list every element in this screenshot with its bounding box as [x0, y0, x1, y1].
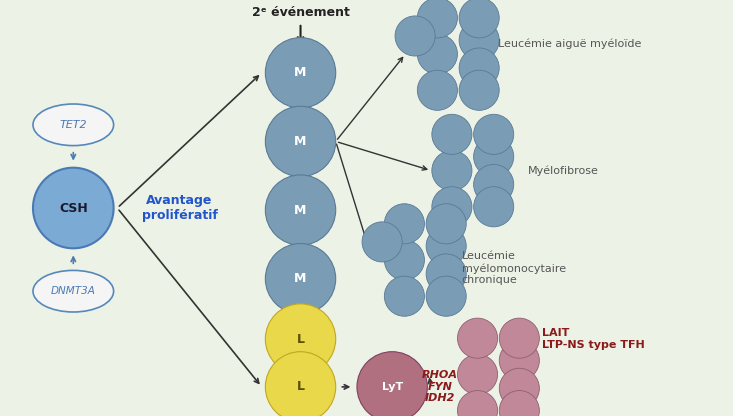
Ellipse shape	[426, 276, 466, 316]
Text: Leucémie
myélomonocytaire
chronique: Leucémie myélomonocytaire chronique	[462, 251, 566, 285]
Text: LyT: LyT	[382, 382, 402, 392]
Text: L: L	[297, 380, 304, 394]
Text: M: M	[295, 66, 306, 79]
Ellipse shape	[474, 114, 514, 154]
Text: Myélofibrose: Myélofibrose	[528, 165, 599, 176]
Ellipse shape	[265, 352, 336, 416]
Text: 2ᵉ événement: 2ᵉ événement	[251, 6, 350, 19]
Ellipse shape	[265, 304, 336, 374]
Text: Leucémie aiguë myéloïde: Leucémie aiguë myéloïde	[498, 38, 642, 49]
Text: M: M	[295, 135, 306, 148]
Ellipse shape	[457, 391, 498, 416]
Text: M: M	[295, 203, 306, 217]
Ellipse shape	[426, 226, 466, 266]
Text: DNMT3A: DNMT3A	[51, 286, 96, 296]
Ellipse shape	[33, 104, 114, 146]
Ellipse shape	[432, 114, 472, 154]
Ellipse shape	[384, 276, 424, 316]
Ellipse shape	[499, 391, 539, 416]
Ellipse shape	[459, 70, 499, 110]
Ellipse shape	[357, 352, 427, 416]
Text: TET2: TET2	[59, 120, 87, 130]
Ellipse shape	[426, 254, 466, 294]
Ellipse shape	[459, 0, 499, 38]
Ellipse shape	[474, 187, 514, 227]
Ellipse shape	[384, 240, 424, 280]
Ellipse shape	[457, 354, 498, 394]
Ellipse shape	[474, 136, 514, 177]
Ellipse shape	[459, 20, 499, 60]
Ellipse shape	[33, 270, 114, 312]
Ellipse shape	[417, 70, 457, 110]
Ellipse shape	[474, 164, 514, 205]
Ellipse shape	[432, 151, 472, 191]
Text: Avantage
prolifératif: Avantage prolifératif	[141, 194, 218, 222]
Ellipse shape	[265, 37, 336, 108]
Ellipse shape	[265, 106, 336, 177]
Ellipse shape	[499, 318, 539, 358]
Ellipse shape	[417, 0, 457, 38]
Text: L: L	[297, 332, 304, 346]
Ellipse shape	[499, 368, 539, 409]
Text: RHOA
FYN
IDH2: RHOA FYN IDH2	[421, 370, 458, 404]
Ellipse shape	[457, 318, 498, 358]
Text: M: M	[295, 272, 306, 285]
Ellipse shape	[426, 204, 466, 244]
Ellipse shape	[395, 16, 435, 56]
Ellipse shape	[33, 168, 114, 248]
Ellipse shape	[362, 222, 402, 262]
Ellipse shape	[499, 340, 539, 381]
Ellipse shape	[432, 187, 472, 227]
Ellipse shape	[265, 175, 336, 245]
Text: LAIT
LTP-NS type TFH: LAIT LTP-NS type TFH	[542, 328, 645, 350]
Text: CSH: CSH	[59, 201, 88, 215]
Ellipse shape	[384, 204, 424, 244]
Ellipse shape	[417, 34, 457, 74]
Ellipse shape	[265, 243, 336, 314]
Ellipse shape	[459, 48, 499, 88]
